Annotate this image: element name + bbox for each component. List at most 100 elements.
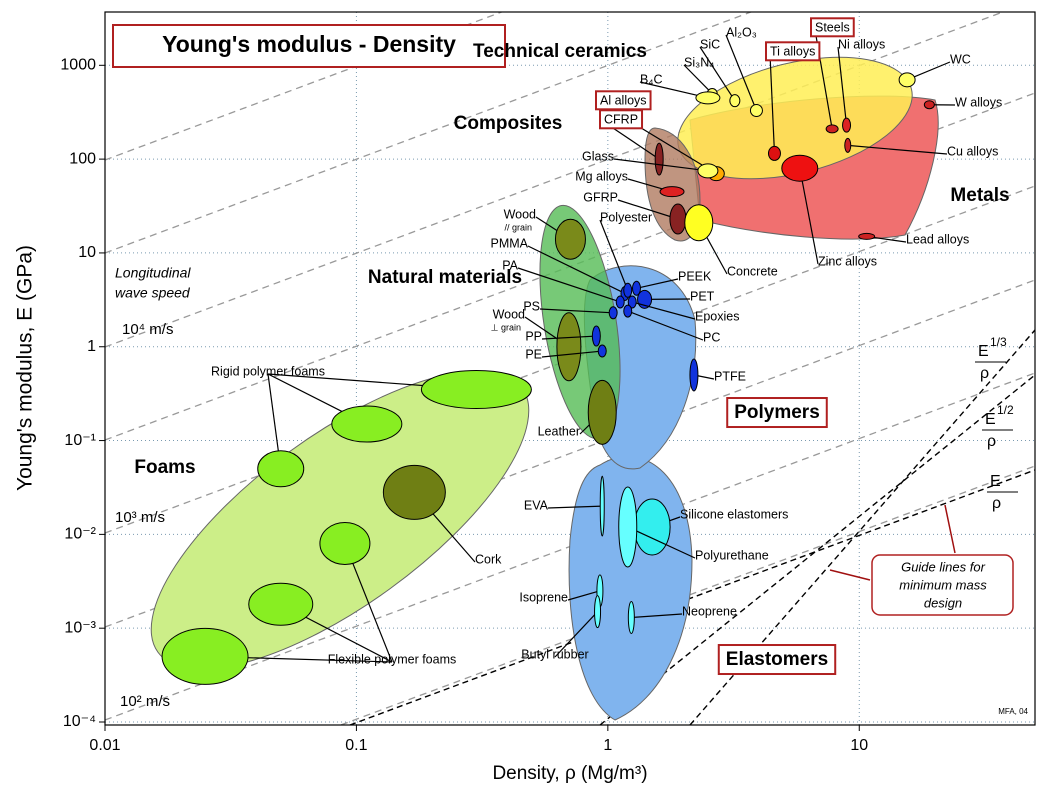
family-label: Natural materials: [368, 267, 522, 288]
material-label: Wood: [504, 207, 536, 221]
material-bubble: [319, 521, 371, 565]
material-bubble: [697, 163, 719, 179]
material-bubble: [623, 282, 633, 298]
leader-line: [683, 64, 713, 94]
material-bubble: [556, 312, 582, 382]
index-denominator: ρ: [980, 365, 989, 382]
material-bubble: [554, 218, 586, 260]
material-label: Epoxies: [695, 309, 739, 323]
label-box: [599, 109, 644, 130]
y-tick-label: 1: [87, 338, 96, 355]
material-bubble: [684, 204, 714, 242]
y-tick-label: 1000: [60, 57, 96, 74]
y-tick-label: 10⁻²: [64, 526, 96, 543]
material-label: PET: [690, 289, 715, 303]
speed-label: 10² m/s: [120, 693, 170, 710]
material-bubble: [844, 137, 852, 153]
material-bubble: [599, 475, 605, 537]
material-label: W alloys: [955, 95, 1002, 109]
material-bubble: [615, 295, 625, 309]
material-bubble: [591, 325, 601, 347]
material-label: Polyester: [600, 210, 652, 224]
material-label: SiC: [700, 37, 720, 51]
material-label: Si₃N₄: [684, 55, 714, 69]
materials: [161, 29, 956, 685]
index-exponent: 1/2: [997, 403, 1014, 417]
leader-line: [539, 308, 614, 314]
material-note: ⊥ grain: [491, 322, 521, 332]
material-label: PC: [703, 330, 720, 344]
leader-line: [627, 526, 696, 559]
material-bubble: [627, 600, 635, 634]
leader-line: [599, 219, 629, 291]
material-label: Lead alloys: [906, 232, 969, 246]
note-text: minimum mass: [899, 577, 987, 592]
material-label: Leather: [538, 424, 580, 438]
leader-line: [799, 168, 819, 265]
material-label: Flexible polymer foams: [328, 652, 457, 666]
leader-line: [547, 505, 603, 509]
material-bubble: [729, 94, 741, 108]
material-label: Cork: [475, 552, 502, 566]
index-numerator: E: [978, 343, 989, 360]
material-bubble: [633, 498, 671, 556]
leader-line: [554, 611, 598, 658]
leader-line: [631, 613, 683, 619]
material-bubble: [781, 154, 819, 182]
y-tick-label: 100: [69, 150, 96, 167]
y-axis-title: Young's modulus, E (GPa): [14, 245, 37, 491]
material-label: PS: [523, 299, 540, 313]
note-arrow: [829, 569, 871, 581]
material-bubble: [631, 280, 641, 296]
family-label: Polymers: [734, 402, 820, 423]
material-label: B₄C: [640, 72, 662, 86]
material-bubble: [420, 370, 532, 410]
material-label: PA: [502, 258, 518, 272]
x-axis-title: Density, ρ (Mg/m³): [492, 763, 647, 784]
index-denominator: ρ: [987, 433, 996, 450]
leader-line: [769, 53, 776, 154]
x-tick-label: 10: [850, 737, 868, 754]
leader-line: [613, 158, 708, 172]
material-label: PP: [525, 329, 542, 343]
title-box: [112, 24, 506, 68]
material-label: Isoprene: [519, 590, 568, 604]
note-text: design: [924, 595, 962, 610]
material-label: PTFE: [714, 369, 746, 383]
y-tick-label: 10: [78, 244, 96, 261]
material-label: Zinc alloys: [818, 254, 877, 268]
material-label: Ti alloys: [770, 44, 815, 58]
material-bubble: [623, 304, 633, 318]
material-bubble: [382, 464, 446, 520]
y-tick-label: 10⁻³: [64, 619, 96, 636]
wave-speed-label: Longitudinal: [115, 265, 191, 281]
plot-frame: [104, 11, 1036, 726]
material-bubble: [669, 203, 687, 235]
speed-label: 10⁴ m/s: [122, 321, 173, 338]
material-label: WC: [950, 52, 971, 66]
material-label: Cu alloys: [947, 144, 998, 158]
material-bubble: [161, 627, 249, 685]
leader-line: [541, 335, 597, 340]
material-label: PMMA: [491, 236, 529, 250]
material-bubble: [659, 186, 685, 198]
x-tick-label: 0.1: [345, 737, 367, 754]
material-label: Concrete: [727, 264, 778, 278]
leader-line: [725, 34, 758, 111]
credit: MFA, 04: [998, 707, 1028, 716]
material-bubble: [248, 582, 314, 626]
material-bubble: [331, 405, 403, 443]
material-label: PE: [525, 347, 542, 361]
material-label: Polyurethane: [695, 548, 769, 562]
chart-title: Young's modulus - Density: [162, 31, 456, 57]
index-denominator: ρ: [992, 495, 1001, 512]
label-box: [765, 41, 821, 62]
material-bubble: [257, 450, 305, 488]
label-box: [726, 397, 828, 429]
label-box: [810, 17, 855, 38]
index-exponent: 1/3: [990, 335, 1007, 349]
y-tick-label: 10⁻¹: [64, 432, 96, 449]
leader-line: [632, 301, 696, 320]
y-tick-label: 10⁻⁴: [63, 713, 96, 730]
